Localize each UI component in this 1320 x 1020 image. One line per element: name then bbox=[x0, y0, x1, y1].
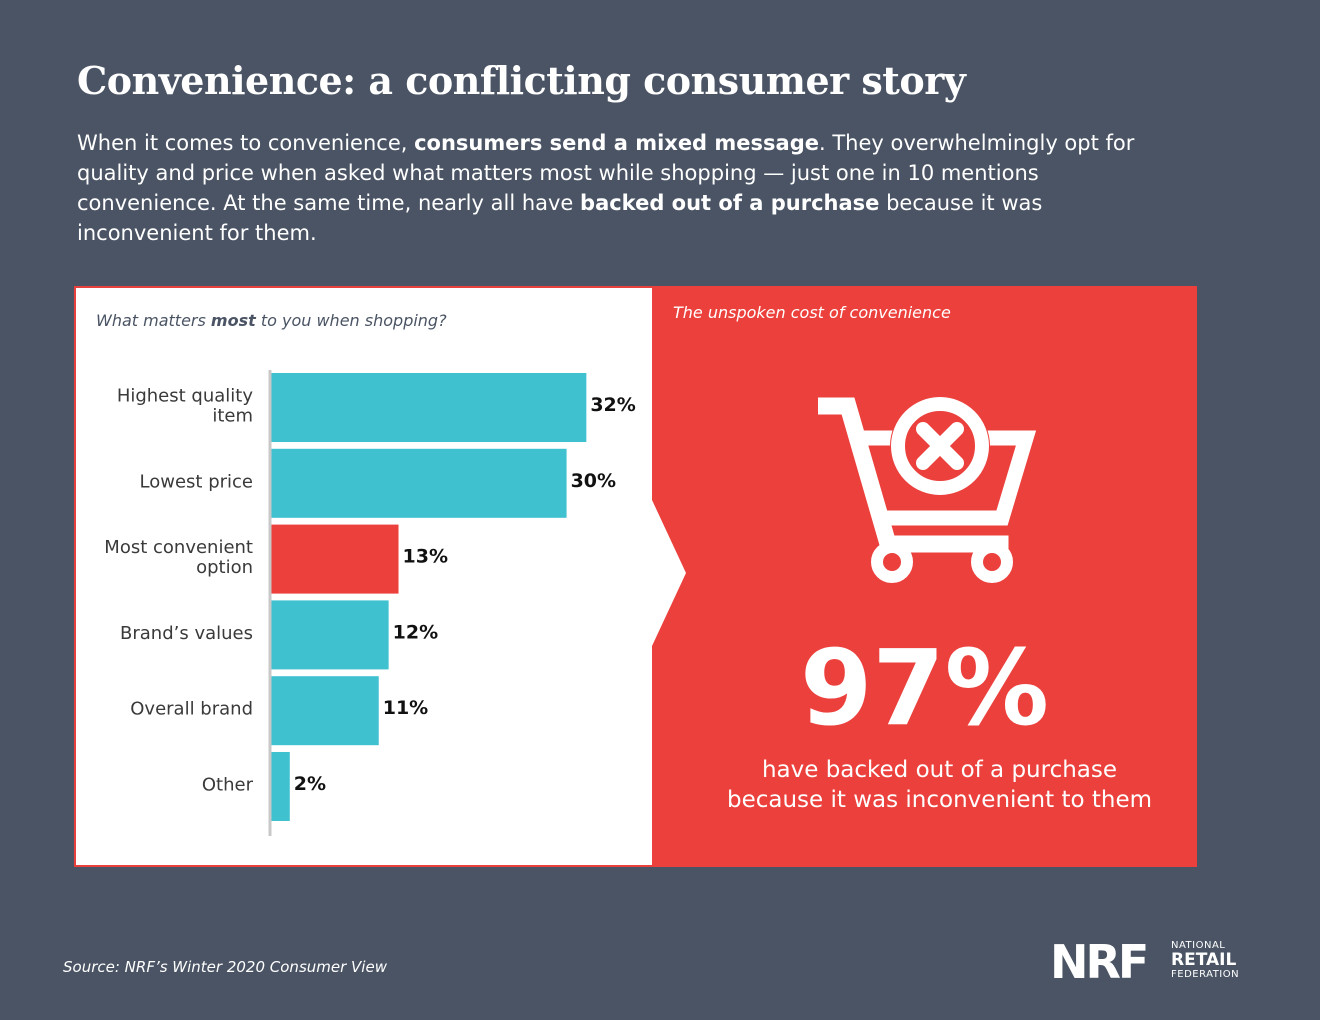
intro-bold-2: backed out of a purchase bbox=[580, 191, 880, 215]
intro-text-3: because it was inconvenient for them. bbox=[77, 191, 1043, 245]
chart-question-pre: What matters bbox=[96, 311, 211, 330]
logo-line-2: RETAIL bbox=[1171, 950, 1237, 970]
intro-bold-1: consumers send a mixed message bbox=[414, 131, 819, 155]
chart-question-post: to you when shopping? bbox=[255, 311, 447, 330]
logo-mark: NRF bbox=[1050, 935, 1149, 989]
value-label-1: 30% bbox=[571, 470, 616, 492]
caption-line-2: because it was inconvenient to them bbox=[726, 787, 1153, 813]
chart-question: What matters most to you when shopping? bbox=[96, 311, 447, 330]
chart-question-bold: most bbox=[210, 311, 256, 330]
value-label-4: 11% bbox=[383, 697, 428, 719]
logo-line-1: NATIONAL bbox=[1171, 940, 1226, 951]
category-label-1: Lowest price bbox=[140, 471, 253, 492]
source-note: Source: NRF’s Winter 2020 Consumer View bbox=[63, 958, 387, 976]
category-label-5: Other bbox=[202, 775, 254, 796]
stat-panel bbox=[652, 286, 1197, 867]
category-label-3: Brand’s values bbox=[120, 623, 253, 644]
big-stat-value: 97% bbox=[800, 627, 1049, 749]
bar-4 bbox=[270, 676, 379, 746]
caption-line-1: have backed out of a purchase bbox=[761, 757, 1118, 783]
bar-chart: 32% Highest quality item 30% Lowest price 13%… bbox=[104, 370, 636, 836]
stat-panel-title: The unspoken cost of convenience bbox=[673, 303, 951, 322]
value-label-5: 2% bbox=[294, 773, 326, 795]
value-label-0: 32% bbox=[590, 394, 635, 416]
category-label-4: Overall brand bbox=[130, 699, 253, 720]
intro-text-1: When it comes to convenience, bbox=[77, 131, 415, 155]
big-stat-caption: have backed out of a purchase because it… bbox=[652, 755, 1227, 815]
nrf-logo: NRF NATIONAL RETAIL FEDERATION bbox=[1050, 935, 1250, 989]
value-label-2: 13% bbox=[403, 546, 448, 568]
intro-text-2: . They overwhelmingly opt for quality an… bbox=[77, 131, 1135, 215]
bar-3 bbox=[270, 600, 389, 670]
page-title: Convenience: a conflicting consumer stor… bbox=[77, 58, 966, 103]
bar-0 bbox=[270, 373, 587, 442]
panel-arrow bbox=[652, 500, 686, 646]
value-label-3: 12% bbox=[393, 621, 438, 643]
bar-1 bbox=[270, 448, 567, 518]
logo-line-3: FEDERATION bbox=[1171, 969, 1240, 980]
category-label-2: Most convenient option bbox=[104, 537, 253, 578]
cart-x-icon bbox=[818, 396, 1037, 583]
bar-2 bbox=[270, 524, 399, 594]
bar-5 bbox=[270, 752, 290, 821]
category-label-0: Highest quality item bbox=[117, 386, 254, 427]
logo-wordmark: NATIONAL RETAIL FEDERATION bbox=[1171, 940, 1239, 980]
intro-paragraph: When it comes to convenience, consumers … bbox=[77, 128, 1177, 248]
